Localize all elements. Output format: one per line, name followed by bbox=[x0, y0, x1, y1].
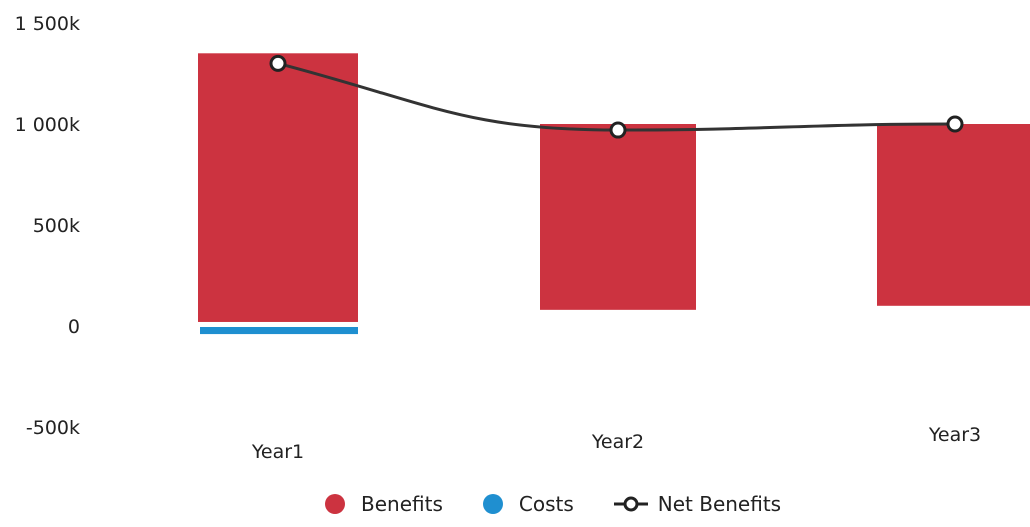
net-benefits-point bbox=[946, 115, 964, 133]
legend-label-benefits: Benefits bbox=[361, 492, 443, 516]
legend-item-net-benefits[interactable]: Net Benefits bbox=[613, 492, 782, 516]
net-benefits-series bbox=[269, 54, 964, 139]
legend: Benefits Costs Net Benefits bbox=[325, 488, 781, 520]
x-axis: Year1 Year2 Year3 bbox=[251, 424, 981, 463]
bar-costs bbox=[200, 327, 358, 335]
net-benefits-point bbox=[269, 54, 287, 72]
legend-item-costs[interactable]: Costs bbox=[482, 492, 574, 516]
y-tick-label: 1 500k bbox=[15, 13, 80, 35]
bars bbox=[198, 53, 1030, 335]
legend-item-benefits[interactable]: Benefits bbox=[325, 492, 443, 516]
line-marker-icon bbox=[613, 496, 648, 512]
y-tick-label: -500k bbox=[26, 417, 80, 439]
x-tick-label: Year1 bbox=[251, 441, 304, 463]
y-axis: -500k 0 500k 1 000k 1 500k bbox=[15, 13, 80, 439]
net-benefits-line bbox=[277, 61, 956, 132]
bar-benefits bbox=[540, 124, 696, 310]
benefits-swatch-icon bbox=[325, 494, 345, 514]
bar-benefits bbox=[198, 53, 358, 322]
net-benefits-point bbox=[609, 121, 627, 139]
x-tick-label: Year3 bbox=[928, 424, 981, 446]
x-tick-label: Year2 bbox=[591, 431, 644, 453]
y-tick-label: 500k bbox=[33, 215, 80, 237]
bar-benefits bbox=[877, 124, 1030, 306]
y-tick-label: 0 bbox=[68, 316, 80, 338]
legend-label-net-benefits: Net Benefits bbox=[657, 492, 782, 516]
legend-label-costs: Costs bbox=[518, 492, 574, 516]
y-tick-label: 1 000k bbox=[15, 114, 80, 136]
costs-swatch-icon bbox=[482, 494, 503, 514]
